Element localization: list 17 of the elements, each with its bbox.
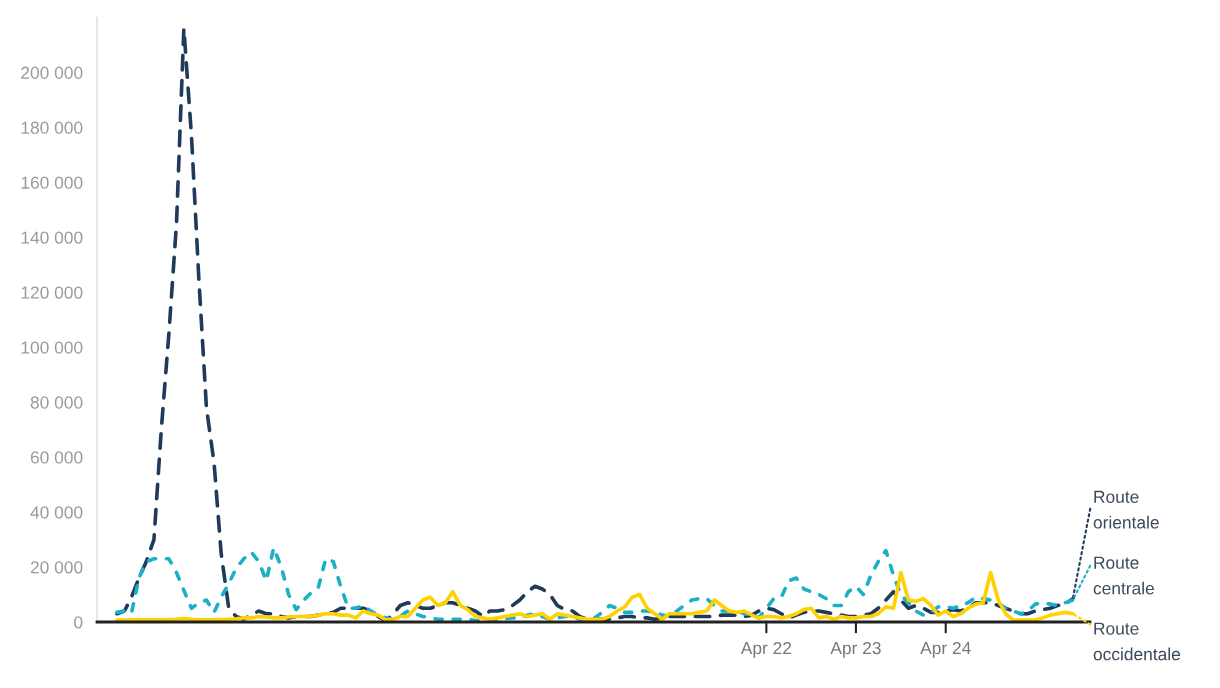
series-label: Route occidentale	[1093, 622, 1181, 661]
legend-label: Route centrale	[1093, 556, 1154, 595]
y-tick-label: 0	[74, 616, 83, 629]
y-tick-label: 100 000	[21, 341, 83, 354]
text: Route orientale	[1093, 490, 1159, 529]
y-tick-label: 20 000	[30, 561, 83, 574]
x-tick-label: Apr 22	[740, 641, 792, 658]
y-tick-label: 140 000	[21, 231, 83, 244]
y-tick-label: 40 000	[30, 506, 83, 519]
y-tick-label: 60 000	[30, 451, 83, 464]
y-tick-label: 80 000	[30, 396, 83, 409]
y-tick-label: 160 000	[21, 176, 83, 189]
y-tick-label: 200 000	[21, 66, 83, 79]
y-tick-label: 120 000	[21, 286, 83, 299]
x-tick-label: Apr 24	[920, 641, 971, 658]
y-tick-label: 180 000	[21, 121, 83, 134]
x-tick-label: Apr 23	[830, 641, 881, 658]
